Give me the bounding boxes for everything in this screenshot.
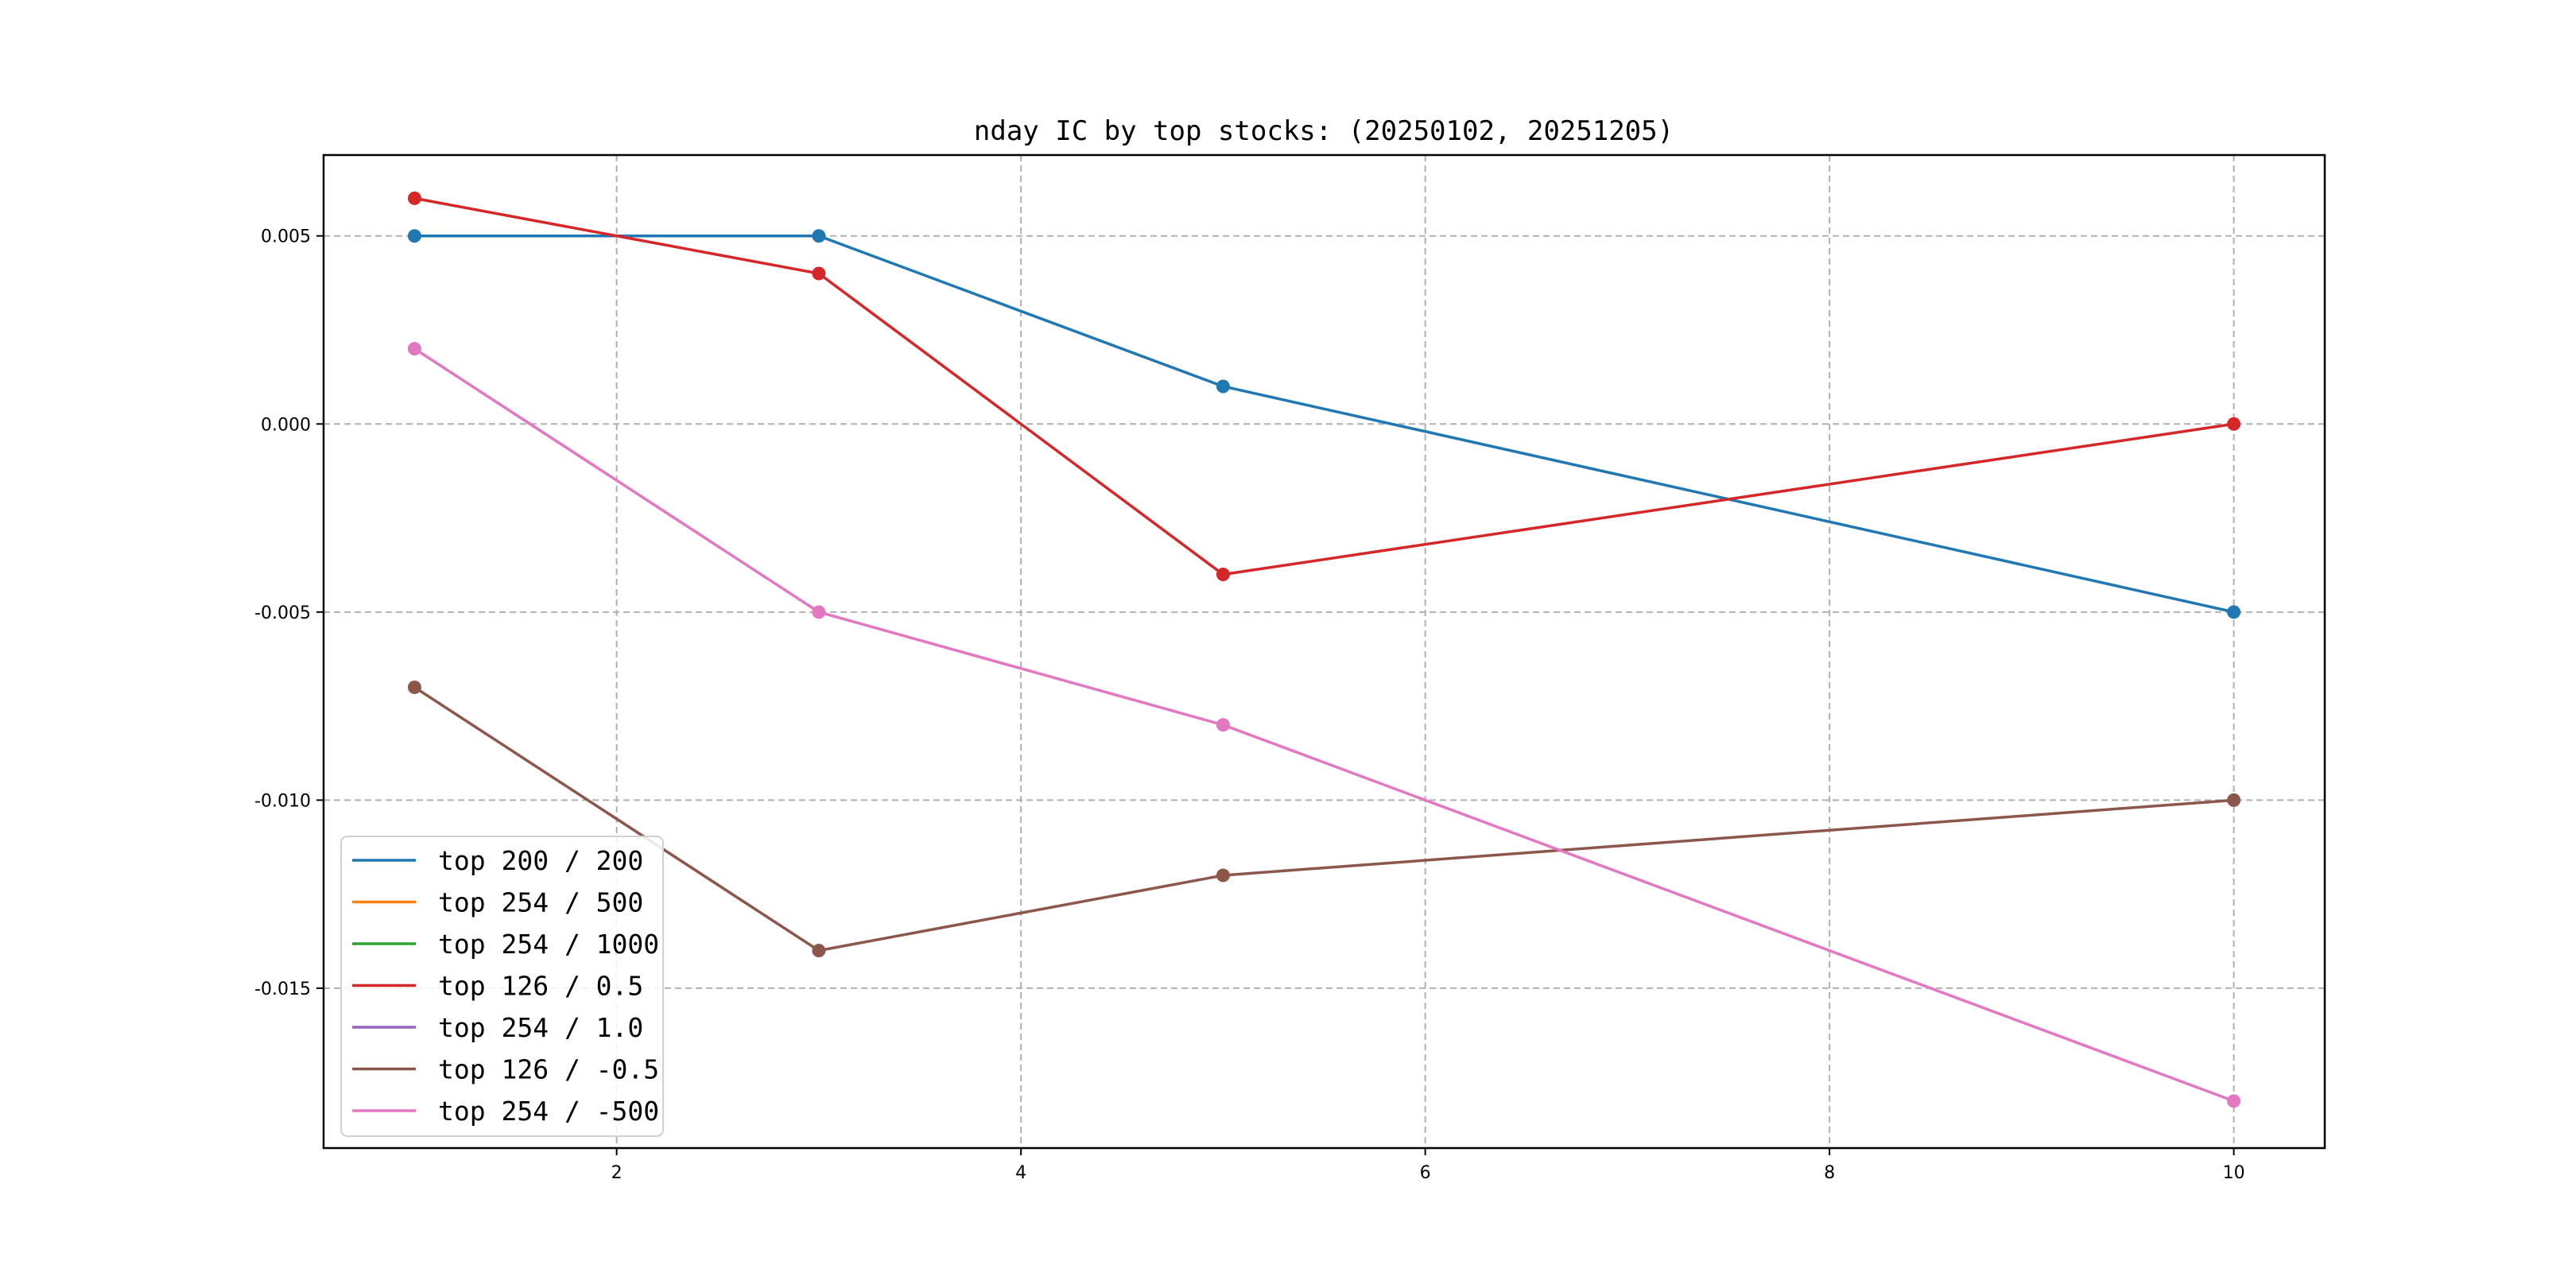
- data-point: [2227, 793, 2241, 807]
- y-tick-label: -0.005: [254, 603, 311, 623]
- x-tick-label: 8: [1824, 1163, 1835, 1183]
- y-tick-label: -0.015: [254, 980, 311, 999]
- data-point: [2227, 605, 2241, 619]
- data-point: [407, 680, 421, 694]
- legend-label: top 200 / 200: [438, 845, 643, 876]
- data-point: [812, 605, 826, 619]
- legend-label: top 254 / 1000: [438, 929, 659, 960]
- legend-label: top 254 / 500: [438, 887, 643, 918]
- axis-ticks: 2 4 6 8 10 0.005 0.000 -0.005 -0.010 -0.015: [254, 227, 2245, 1183]
- data-point: [812, 266, 826, 281]
- legend-label: top 126 / -0.5: [438, 1054, 659, 1085]
- data-point: [2227, 1094, 2241, 1108]
- legend: top 200 / 200 top 254 / 500 top 254 / 1000…: [340, 836, 664, 1137]
- data-point: [2227, 417, 2241, 431]
- x-tick-label: 10: [2223, 1163, 2245, 1183]
- plot-series: [407, 191, 2241, 1108]
- data-point: [1216, 379, 1230, 394]
- y-tick-label: 0.005: [261, 227, 311, 247]
- legend-box: [340, 836, 664, 1137]
- plot-frame: [322, 153, 2326, 1150]
- x-tick-label: 2: [611, 1163, 623, 1183]
- data-point: [1216, 718, 1230, 732]
- legend-label: top 254 / 1.0: [438, 1012, 643, 1043]
- chart-title: nday IC by top stocks: (20250102, 202512…: [974, 115, 1674, 147]
- series-line-4: [414, 196, 2234, 576]
- data-point: [1216, 568, 1230, 582]
- y-tick-label: -0.010: [254, 791, 311, 811]
- data-point: [1216, 868, 1230, 883]
- x-tick-label: 4: [1015, 1163, 1026, 1183]
- legend-label: top 126 / 0.5: [438, 971, 643, 1002]
- data-point: [407, 342, 421, 356]
- legend-label: top 254 / -500: [438, 1096, 659, 1127]
- data-point: [812, 944, 826, 958]
- x-tick-label: 6: [1420, 1163, 1431, 1183]
- data-point: [812, 229, 826, 243]
- series-line-6: [413, 685, 2234, 952]
- data-point: [407, 229, 421, 243]
- y-tick-label: 0.000: [261, 415, 311, 435]
- series-line-7: [413, 347, 2235, 1103]
- data-point: [407, 191, 421, 205]
